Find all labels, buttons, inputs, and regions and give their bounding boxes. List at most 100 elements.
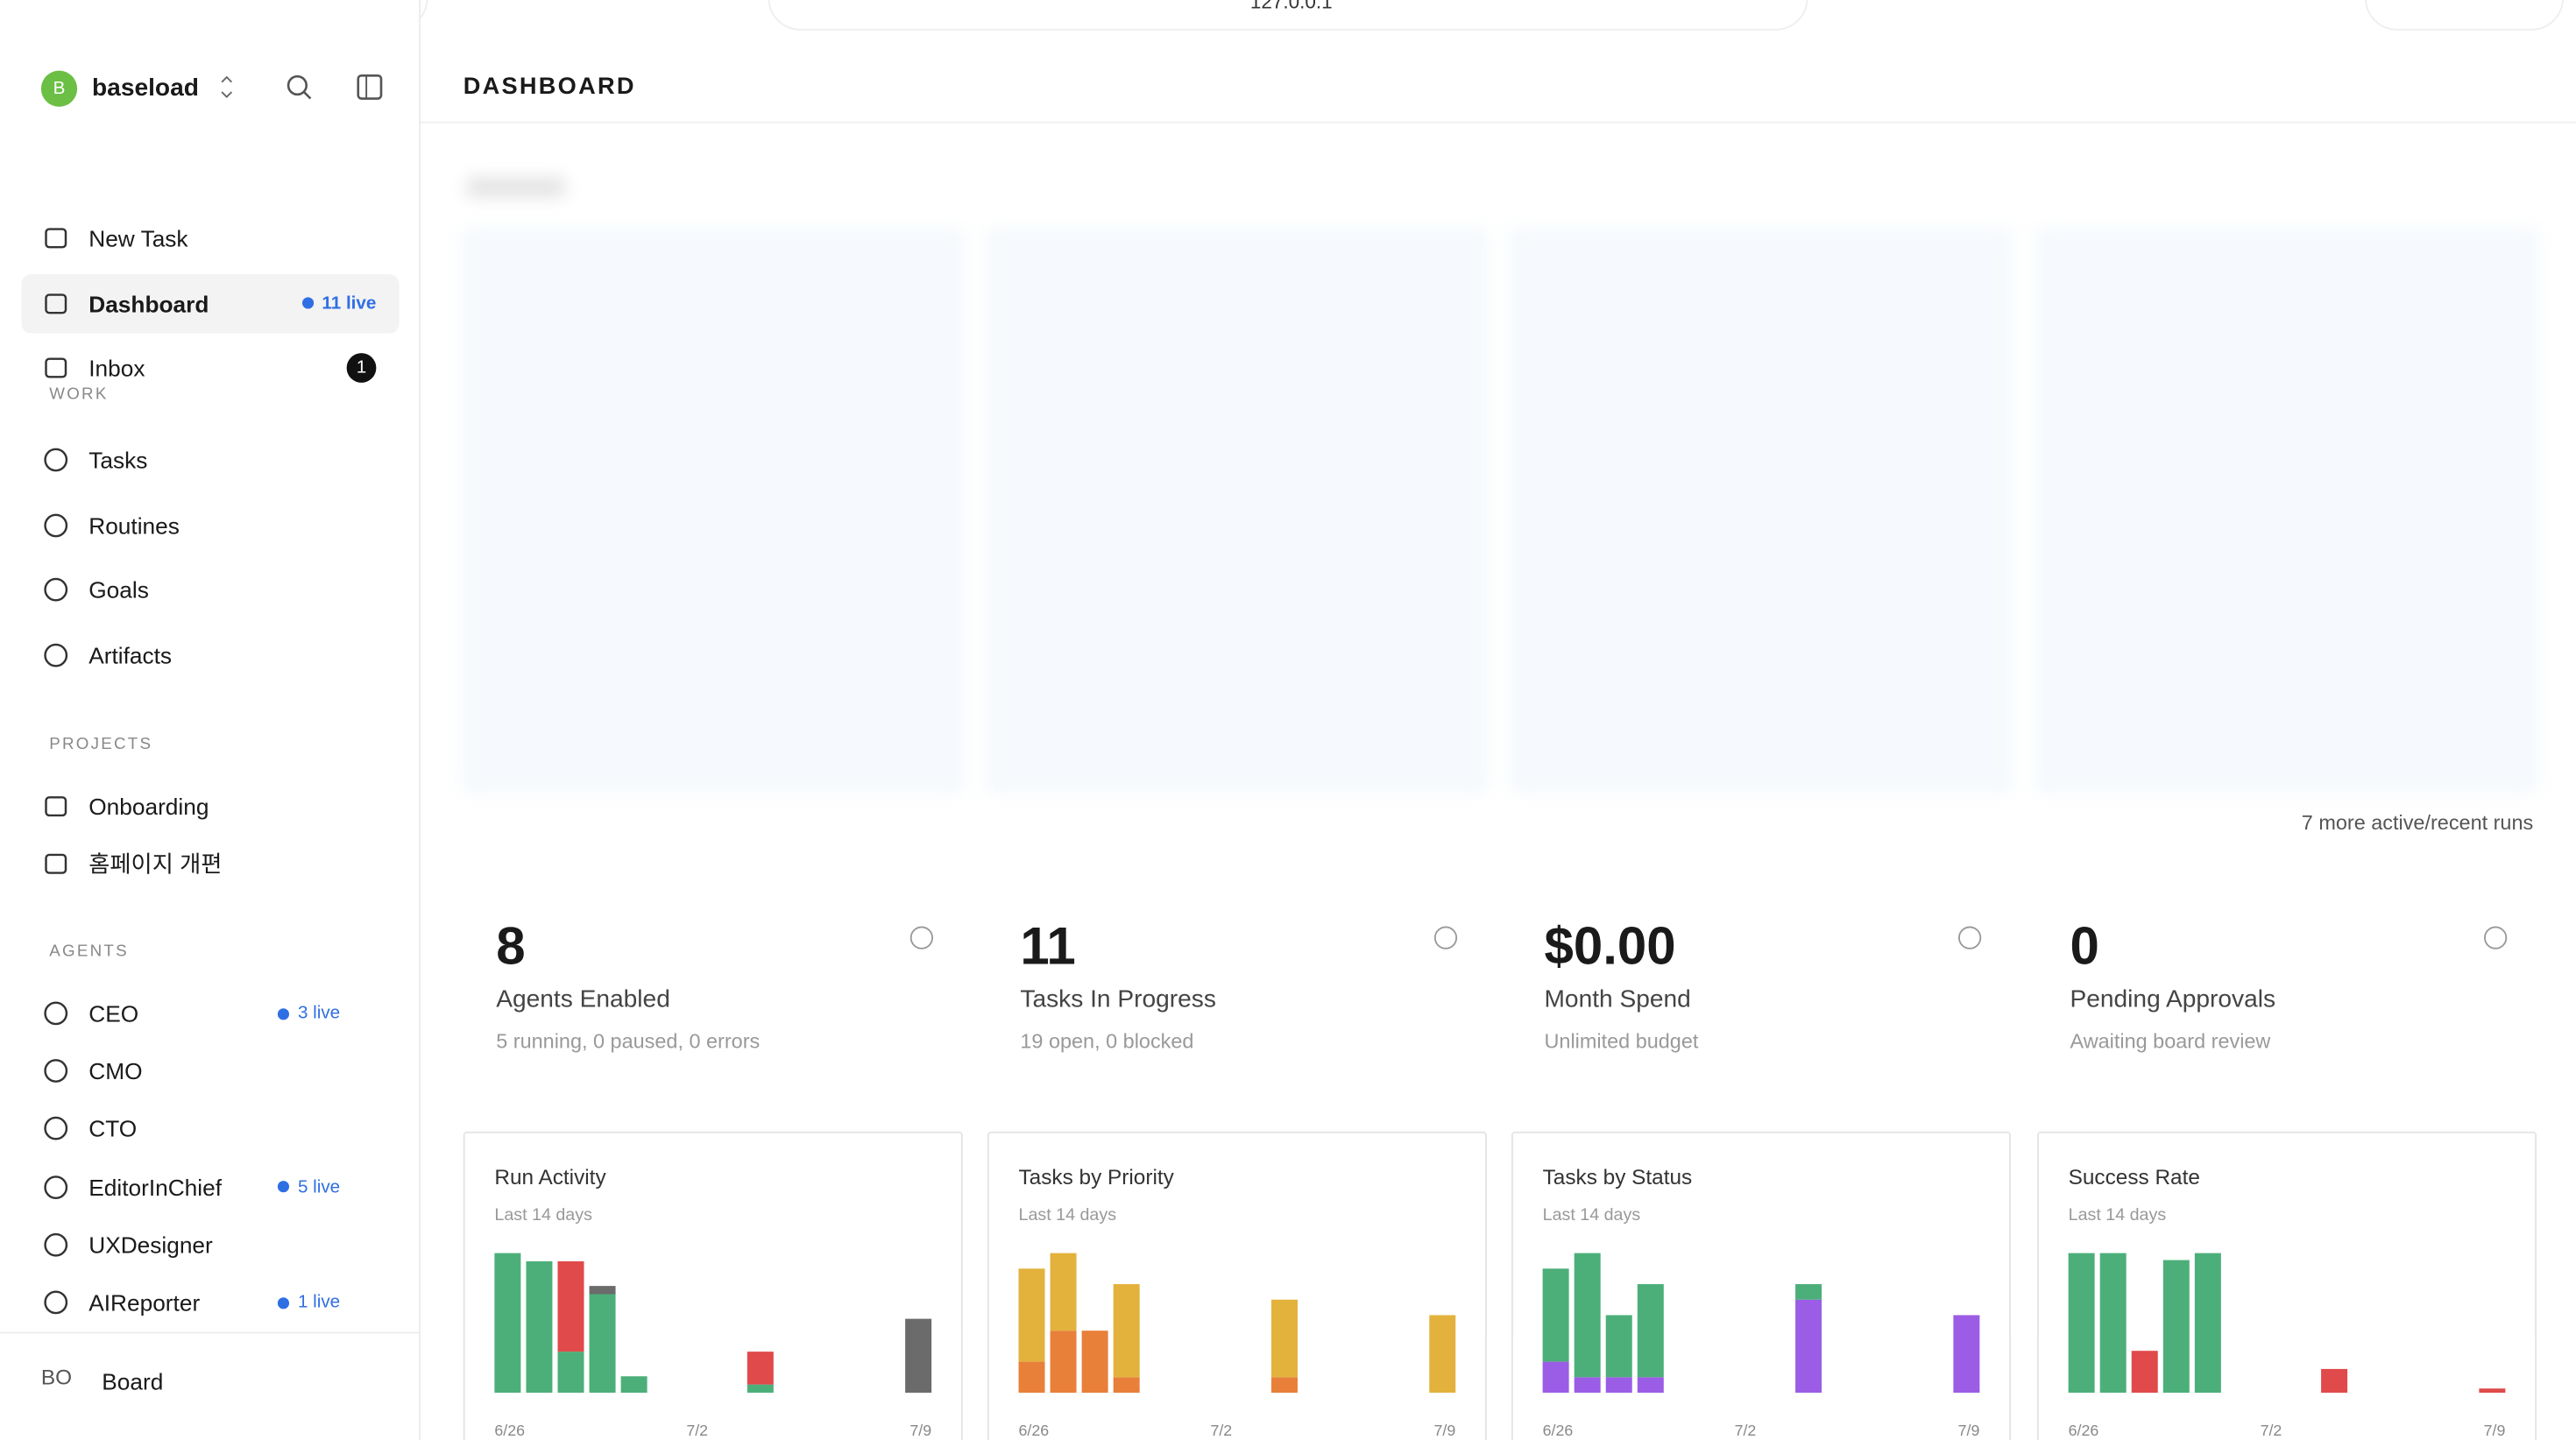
stat-icon: [909, 926, 933, 949]
bar: [1605, 1315, 1632, 1378]
bar: [1795, 1284, 1822, 1300]
bar: [1050, 1253, 1077, 1331]
chart: Tasks by Status Last 14 days 6/26 7/2 7/9: [1542, 1166, 1979, 1439]
stat-label: Pending Approvals: [2070, 985, 2276, 1013]
bar: [557, 1352, 584, 1393]
icon: [44, 642, 68, 667]
chart: Success Rate Last 14 days 6/26 7/2 7/9: [2068, 1166, 2506, 1439]
bar: [1081, 1331, 1108, 1393]
x-tick-label: 7/2: [2261, 1422, 2282, 1439]
agent-item[interactable]: CMO: [21, 1041, 363, 1101]
x-tick-label: 7/2: [1210, 1422, 1232, 1439]
x-tick-label: 6/26: [1019, 1422, 1050, 1439]
stat-label: Agents Enabled: [496, 985, 670, 1013]
bar: [1270, 1299, 1298, 1378]
nav-item[interactable]: Dashboard 11 live: [21, 273, 400, 333]
stat-value: 8: [496, 916, 526, 976]
bar: [620, 1376, 648, 1393]
nav-label: New Task: [88, 224, 188, 251]
nav-item[interactable]: Artifacts: [21, 625, 399, 684]
chart-title: Run Activity: [494, 1166, 606, 1189]
icon: [44, 1290, 68, 1315]
agent-live: 5 live: [278, 1177, 340, 1197]
x-tick-label: 7/9: [909, 1422, 931, 1439]
nav-item[interactable]: Onboarding: [21, 777, 399, 836]
agent-name: UXDesigner: [88, 1231, 213, 1258]
bar: [1574, 1253, 1601, 1378]
stat-value: 11: [1020, 916, 1076, 976]
user-initials: BO: [40, 1365, 73, 1390]
nav-label: Inbox: [88, 355, 145, 381]
bar: [1270, 1377, 1298, 1393]
agent-name: AIReporter: [88, 1288, 201, 1316]
nav-label: Artifacts: [88, 641, 173, 668]
nav-label: Onboarding: [88, 793, 209, 820]
nav-item[interactable]: Inbox 1: [21, 338, 399, 398]
icon: [44, 577, 68, 602]
bar: [747, 1384, 774, 1393]
stat-card: 8 Agents Enabled 5 running, 0 paused, 0 er…: [464, 887, 959, 1084]
nav-label: Dashboard: [88, 289, 209, 316]
nav-item[interactable]: Goals: [21, 560, 399, 619]
section-title: WORK: [49, 385, 109, 405]
x-tick-label: 7/9: [2484, 1422, 2506, 1439]
agent-item[interactable]: AIReporter 1 live: [21, 1273, 363, 1332]
nav-label: 홈페이지 개편: [88, 851, 223, 878]
chart: Run Activity Last 14 days 6/26 7/2 7/9: [494, 1166, 931, 1439]
nav-item[interactable]: New Task: [21, 208, 399, 268]
nav-label: Tasks: [88, 447, 148, 473]
agent-item[interactable]: UXDesigner: [21, 1215, 363, 1274]
agent-item[interactable]: CEO 3 live: [21, 984, 363, 1043]
bar: [1113, 1284, 1140, 1378]
stat-icon: [1433, 926, 1458, 949]
stat-icon: [1958, 926, 1982, 949]
bar: [2194, 1253, 2221, 1393]
bar: [1605, 1377, 1632, 1393]
chart-card: Run Activity Last 14 days 6/26 7/2 7/9: [463, 1131, 963, 1440]
nav-item[interactable]: Tasks: [21, 430, 399, 490]
url[interactable]: 127.0.0.1: [1250, 0, 1333, 12]
stat-detail: 19 open, 0 blocked: [1020, 1029, 1194, 1053]
icon: [44, 448, 68, 472]
agent-item[interactable]: CTO: [21, 1099, 363, 1159]
bar: [589, 1286, 616, 1295]
nav-label: Goals: [88, 576, 149, 604]
icon: [45, 228, 67, 249]
page-title: DASHBOARD: [463, 74, 636, 101]
stat-label: Tasks In Progress: [1020, 985, 1216, 1013]
chart-subtitle: Last 14 days: [2069, 1205, 2167, 1225]
x-tick-label: 7/2: [686, 1422, 708, 1439]
workspace-name[interactable]: baseload: [92, 74, 199, 102]
icon: [44, 1175, 68, 1199]
icon: [44, 1117, 68, 1141]
bar: [1542, 1268, 1569, 1362]
chart-subtitle: Last 14 days: [1019, 1205, 1117, 1225]
icon: [45, 293, 67, 314]
bar: [557, 1261, 584, 1352]
stat-card: 0 Pending Approvals Awaiting board review: [2037, 887, 2533, 1084]
agent-name: CEO: [88, 999, 139, 1027]
stat-value: 0: [2070, 916, 2099, 976]
nav-item[interactable]: Routines: [21, 495, 399, 554]
icon: [45, 357, 67, 378]
active-runs-blurred: [443, 148, 2563, 792]
bar: [494, 1253, 521, 1393]
bar: [2099, 1253, 2127, 1393]
agent-item[interactable]: EditorInChief 5 live: [21, 1157, 363, 1217]
icon: [45, 796, 67, 817]
more-runs[interactable]: 7 more active/recent runs: [2301, 811, 2534, 835]
sidebar-tools: [221, 74, 383, 100]
bar: [1113, 1377, 1140, 1393]
chart-title: Success Rate: [2069, 1166, 2200, 1189]
bar: [1795, 1299, 1822, 1393]
icon: [44, 512, 68, 537]
nav-label: Routines: [88, 512, 180, 539]
bar: [2068, 1253, 2095, 1393]
stat-label: Month Spend: [1544, 985, 1691, 1013]
user-name[interactable]: Board: [102, 1367, 164, 1394]
nav-badge: 1: [346, 353, 377, 383]
nav-item[interactable]: 홈페이지 개편: [21, 835, 399, 894]
nav-badge: 11 live: [302, 293, 376, 314]
x-tick-label: 7/2: [1735, 1422, 1757, 1439]
bar: [1050, 1331, 1077, 1393]
